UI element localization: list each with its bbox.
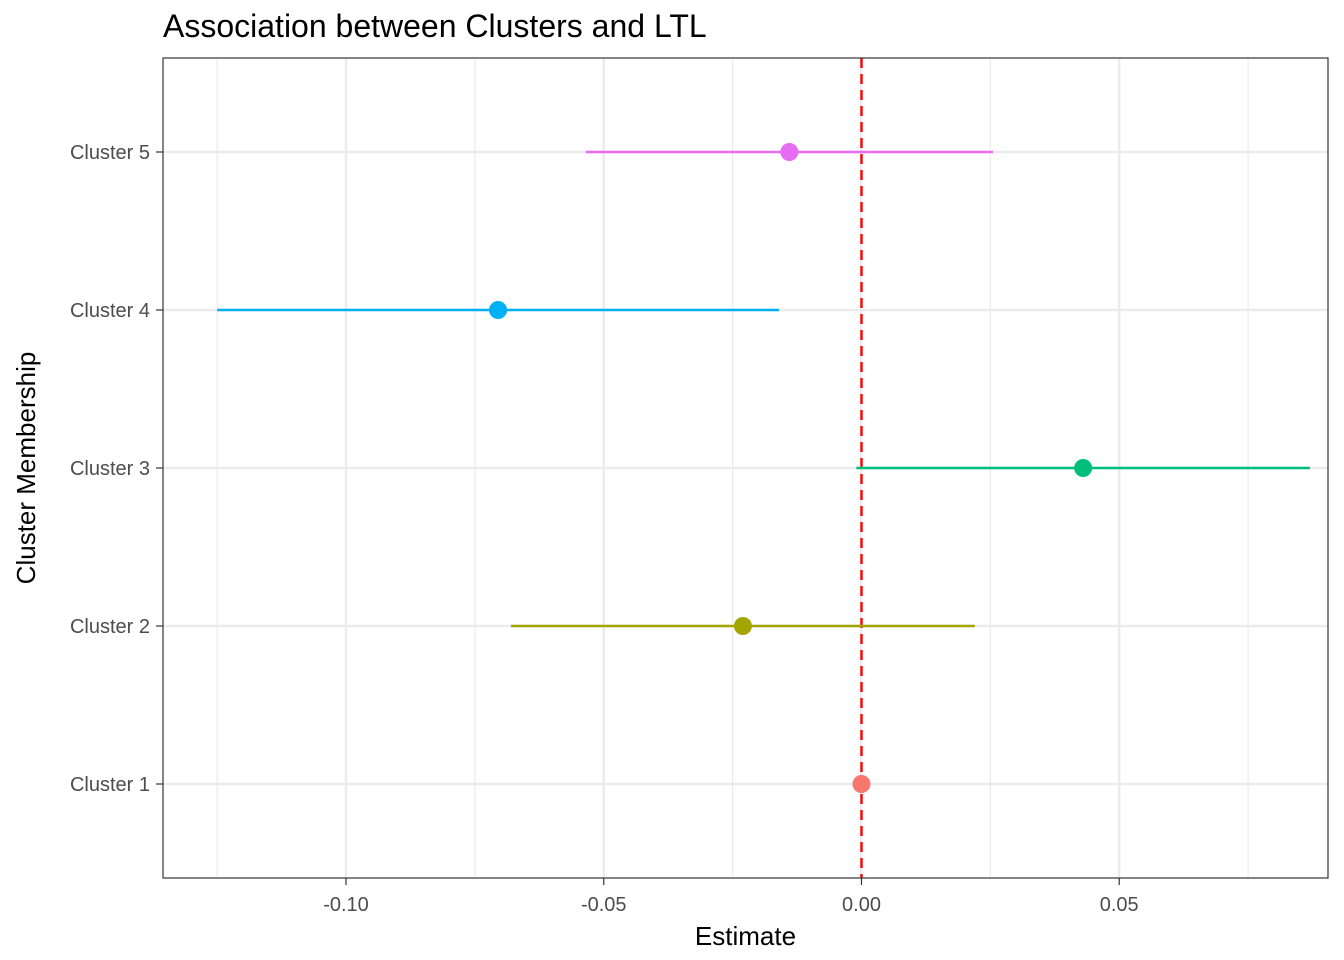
- data-marks: [217, 143, 1310, 793]
- y-tick-label: Cluster 5: [70, 142, 150, 164]
- estimate-point: [852, 775, 871, 793]
- y-tick-label: Cluster 1: [70, 774, 150, 796]
- x-tick-label: -0.05: [581, 894, 627, 916]
- axes: -0.10 -0.05 0.00 0.05 Cluster 1 Cluster 2 Clus…: [70, 142, 1139, 916]
- x-tick-label: 0.05: [1100, 894, 1139, 916]
- estimate-point: [489, 301, 508, 319]
- estimate-point: [1074, 459, 1093, 477]
- y-tick-label: Cluster 2: [70, 616, 150, 638]
- estimate-point: [780, 143, 799, 161]
- y-axis-title: Cluster Membership: [11, 352, 41, 585]
- y-tick-label: Cluster 4: [70, 300, 150, 322]
- chart-title: Association between Clusters and LTL: [163, 8, 707, 44]
- estimate-point: [733, 617, 752, 635]
- y-tick-label: Cluster 3: [70, 458, 150, 480]
- x-tick-label: 0.00: [842, 894, 881, 916]
- x-tick-label: -0.10: [323, 894, 369, 916]
- x-axis-title: Estimate: [695, 921, 796, 951]
